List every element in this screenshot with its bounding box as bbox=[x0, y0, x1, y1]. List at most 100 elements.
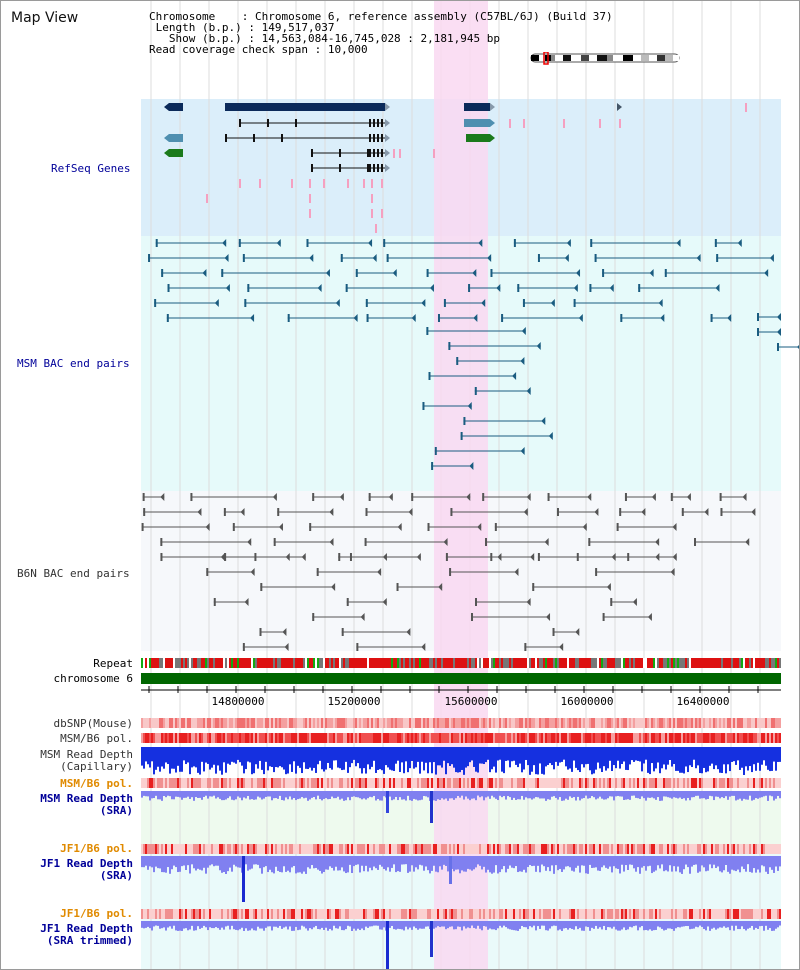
msm-b6-pol-cell bbox=[641, 778, 643, 788]
msm-depth-sra-bar bbox=[379, 791, 381, 801]
track-features[interactable] bbox=[141, 103, 800, 970]
jf1-depth-trim-bar bbox=[571, 921, 573, 929]
msm-b6-pol-cell bbox=[521, 778, 523, 788]
jf1-b6-pol-cell bbox=[673, 909, 675, 919]
msm-b6-pol-cell bbox=[333, 778, 335, 788]
msm-depth-sra-bar bbox=[427, 791, 429, 798]
dbsnp-cell bbox=[505, 718, 507, 728]
msm-b6-pol-cell bbox=[209, 733, 211, 743]
msm-b6-pol-cell bbox=[555, 778, 557, 788]
msm-b6-pol-cell bbox=[381, 778, 383, 788]
jf1-b6-pol-cell bbox=[261, 909, 263, 919]
jf1-b6-pol-cell bbox=[175, 909, 177, 919]
jf1-b6-pol-cell bbox=[499, 844, 501, 854]
msm-depth-cap-bar bbox=[371, 747, 373, 767]
repeat-block bbox=[183, 658, 185, 668]
jf1-b6-pol-cell bbox=[457, 909, 459, 919]
msm-depth-cap-bar bbox=[511, 747, 513, 762]
jf1-depth-trim-bar bbox=[549, 921, 551, 929]
region-highlight-band[interactable] bbox=[434, 1, 488, 970]
msm-b6-pol-cell bbox=[775, 778, 777, 788]
msm-depth-cap-bar bbox=[725, 747, 727, 774]
repeat-block bbox=[591, 658, 593, 668]
jf1-depth-sra-bar bbox=[199, 856, 201, 870]
msm-b6-pol-cell bbox=[313, 778, 315, 788]
repeat-block bbox=[275, 658, 277, 668]
jf1-depth-trim-bar bbox=[509, 921, 511, 930]
msm-b6-pol-cell bbox=[607, 733, 609, 743]
msm-b6-pol-cell bbox=[417, 733, 419, 743]
msm-b6-pol-cell bbox=[215, 778, 217, 788]
repeat-block bbox=[757, 658, 759, 668]
jf1-b6-pol-cell bbox=[163, 844, 165, 854]
jf1-b6-pol-cell bbox=[555, 844, 557, 854]
b6n-bac-pair-end bbox=[416, 553, 421, 561]
jf1-b6-pol-cell bbox=[431, 909, 433, 919]
msm-depth-cap-bar bbox=[461, 747, 463, 770]
msm-depth-sra-bar bbox=[773, 791, 775, 801]
msm-depth-sra-bar bbox=[651, 791, 653, 798]
msm-depth-sra-bar bbox=[283, 791, 285, 801]
jf1-b6-pol-cell bbox=[289, 909, 291, 919]
msm-depth-sra-bar bbox=[709, 791, 711, 796]
gene-exon bbox=[377, 164, 379, 172]
repeat-block bbox=[481, 658, 483, 668]
jf1-depth-sra-bar bbox=[521, 856, 523, 872]
dbsnp-cell bbox=[203, 718, 205, 728]
jf1-b6-pol-cell bbox=[149, 909, 151, 919]
repeat-block bbox=[579, 658, 581, 668]
msm-b6-pol-cell bbox=[663, 733, 665, 743]
jf1-depth-trim-bar bbox=[695, 921, 697, 927]
jf1-depth-sra-bar bbox=[339, 856, 341, 871]
jf1-depth-sra-bar bbox=[721, 856, 723, 873]
msm-depth-sra-bar bbox=[729, 791, 731, 797]
msm-b6-pol-cell bbox=[687, 778, 689, 788]
msm-depth-sra-bar bbox=[727, 791, 729, 800]
msm-depth-sra-bar bbox=[205, 791, 207, 796]
track-label-b6n-bac[interactable]: B6N BAC end pairs bbox=[17, 567, 130, 580]
repeat-block bbox=[417, 658, 419, 668]
chromosome-ideogram[interactable] bbox=[529, 52, 685, 66]
ideogram-selection-marker[interactable] bbox=[543, 52, 549, 65]
repeat-block bbox=[731, 658, 733, 668]
msm-b6-pol-cell bbox=[567, 778, 569, 788]
msm-bac-pair-end bbox=[368, 239, 373, 247]
msm-depth-cap-bar bbox=[255, 747, 257, 765]
dbsnp-cell bbox=[567, 718, 569, 728]
msm-b6-pol-cell bbox=[343, 778, 345, 788]
dbsnp-cell bbox=[683, 718, 685, 728]
msm-depth-cap-bar bbox=[387, 747, 389, 768]
jf1-depth-sra-bar bbox=[631, 856, 633, 865]
msm-b6-pol-cell bbox=[575, 733, 577, 743]
msm-depth-sra-bar bbox=[689, 791, 691, 801]
msm-b6-pol-cell bbox=[291, 733, 293, 743]
msm-depth-sra-bar bbox=[291, 791, 293, 800]
msm-depth-sra-bar bbox=[315, 791, 317, 800]
selected-region-highlight[interactable] bbox=[434, 1, 488, 970]
track-label-dbsnp: dbSNP(Mouse) bbox=[53, 717, 133, 730]
jf1-depth-sra-bar bbox=[221, 856, 223, 873]
msm-depth-cap-bar bbox=[711, 747, 713, 764]
msm-b6-pol-cell bbox=[507, 733, 509, 743]
msm-b6-pol-cell bbox=[647, 733, 649, 743]
jf1-b6-pol-cell bbox=[579, 844, 581, 854]
jf1-b6-pol-cell bbox=[513, 909, 515, 919]
msm-b6-pol-cell bbox=[681, 778, 683, 788]
jf1-depth-trim-bar bbox=[403, 921, 405, 931]
jf1-b6-pol-cell bbox=[231, 909, 233, 919]
track-label-refseq[interactable]: RefSeq Genes bbox=[51, 162, 131, 175]
jf1-b6-pol-cell bbox=[175, 844, 177, 854]
dbsnp-cell bbox=[549, 718, 551, 728]
repeat-block bbox=[651, 658, 653, 668]
jf1-b6-pol-cell bbox=[315, 844, 317, 854]
jf1-b6-pol-cell bbox=[679, 844, 681, 854]
jf1-depth-trim-bar bbox=[661, 921, 663, 929]
jf1-b6-pol-cell bbox=[531, 844, 533, 854]
jf1-b6-pol-cell bbox=[395, 909, 397, 919]
track-label-msm-bac[interactable]: MSM BAC end pairs bbox=[17, 357, 130, 370]
dbsnp-cell bbox=[659, 718, 661, 728]
jf1-depth-sra-bar bbox=[247, 856, 249, 871]
jf1-b6-pol-cell bbox=[203, 844, 205, 854]
msm-b6-pol-cell bbox=[611, 778, 613, 788]
msm-depth-sra-bar bbox=[415, 791, 417, 800]
